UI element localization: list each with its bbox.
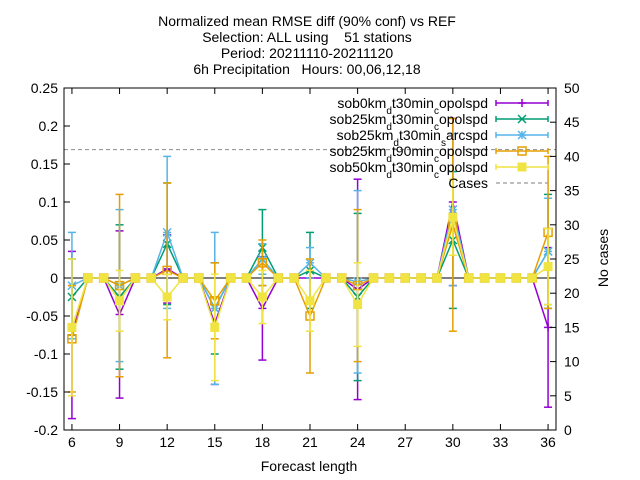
y2-tick-label: 0 — [564, 422, 572, 438]
data-point — [67, 322, 77, 332]
data-point — [480, 273, 490, 283]
data-point — [273, 273, 283, 283]
error-bar — [163, 182, 172, 359]
series-5 — [67, 178, 553, 397]
x-tick-label: 24 — [350, 434, 366, 450]
data-point — [99, 273, 109, 283]
y2-ticks: 0 5 10 15 20 25 30 35 40 45 50 — [550, 80, 580, 438]
x-tick-label: 21 — [302, 434, 318, 450]
x-ticks: 6 9 12 15 18 21 24 27 30 33 36 — [68, 88, 556, 450]
title-line-4: 6h Precipitation Hours: 00,06,12,18 — [193, 61, 420, 77]
data-point — [226, 273, 236, 283]
data-point — [115, 296, 125, 306]
legend-entry: sob50kmdt30mincopolspd — [330, 159, 549, 181]
y2-tick-label: 20 — [564, 285, 580, 301]
x-tick-label: 15 — [207, 434, 223, 450]
legend-marker — [518, 99, 526, 107]
x-tick-label: 36 — [540, 434, 556, 450]
data-point — [337, 273, 347, 283]
y2-tick-label: 30 — [564, 217, 580, 233]
y2-tick-label: 40 — [564, 148, 580, 164]
data-point — [543, 262, 553, 272]
data-point — [257, 258, 268, 268]
x-tick-label: 30 — [445, 434, 461, 450]
y2-tick-label: 15 — [564, 319, 580, 335]
data-point — [511, 273, 521, 283]
y-tick-label: 0 — [50, 270, 58, 286]
series-layer — [67, 117, 553, 420]
legend-label: sob25kmdt30minsarcspd — [337, 127, 488, 149]
legend-label: sob0kmdt30mincopolspd — [337, 95, 488, 117]
x-tick-label: 18 — [255, 434, 271, 450]
data-point — [130, 273, 140, 283]
chart-title: Normalized mean RMSE diff (90% conf) vs … — [158, 13, 456, 77]
data-point — [416, 273, 426, 283]
y2-tick-label: 45 — [564, 114, 580, 130]
legend-entry-cases: Cases — [448, 175, 548, 191]
data-point — [432, 273, 442, 283]
data-point — [321, 273, 331, 283]
y-tick-label: 0.1 — [39, 194, 59, 210]
legend-entry: sob0kmdt30mincopolspd — [337, 95, 549, 117]
legend-entry: sob25kmdt30mincopolspd — [330, 111, 549, 133]
x-tick-label: 33 — [493, 434, 509, 450]
legend-marker — [517, 114, 527, 124]
y-tick-label: -0.05 — [26, 308, 58, 324]
data-point — [527, 273, 537, 283]
y-tick-label: -0.1 — [34, 346, 58, 362]
data-point — [178, 273, 188, 283]
title-line-1: Normalized mean RMSE diff (90% conf) vs … — [158, 13, 456, 29]
data-point — [448, 212, 458, 222]
y2-tick-label: 10 — [564, 354, 580, 370]
data-point — [495, 273, 505, 283]
y-tick-label: 0.15 — [31, 156, 58, 172]
data-point — [210, 322, 220, 332]
data-point — [289, 273, 299, 283]
legend: sob0kmdt30mincopolspdsob25kmdt30mincopol… — [330, 95, 549, 191]
legend-label: sob25kmdt90mincopolspd — [330, 143, 488, 165]
x-tick-label: 12 — [159, 434, 175, 450]
data-point — [464, 273, 474, 283]
title-line-3: Period: 20211110-20211120 — [221, 45, 394, 61]
data-point — [242, 273, 252, 283]
y2-tick-label: 25 — [564, 251, 580, 267]
x-tick-label: 27 — [397, 434, 413, 450]
y2-tick-label: 5 — [564, 388, 572, 404]
y-tick-label: 0.05 — [31, 232, 58, 248]
y2-tick-label: 50 — [564, 80, 580, 96]
y2-tick-label: 35 — [564, 183, 580, 199]
data-point — [384, 273, 394, 283]
y-tick-label: 0.2 — [39, 118, 59, 134]
data-point — [368, 273, 378, 283]
data-point — [83, 273, 93, 283]
data-point — [353, 300, 363, 310]
legend-entry: sob25kmdt30minsarcspd — [337, 127, 549, 149]
data-point — [162, 292, 172, 302]
y-ticks: -0.2 -0.15 -0.1 -0.05 0 0.05 0.1 0.15 0.2 0.25 — [26, 80, 70, 438]
legend-label: sob25kmdt30mincopolspd — [330, 111, 488, 133]
y-tick-label: 0.25 — [31, 80, 58, 96]
legend-label: sob50kmdt30mincopolspd — [330, 159, 488, 181]
data-point — [146, 273, 156, 283]
x-axis-label: Forecast length — [261, 458, 358, 474]
legend-marker — [517, 130, 527, 140]
legend-marker — [517, 162, 527, 172]
legend-entry: sob25kmdt90mincopolspd — [330, 143, 549, 165]
data-point — [305, 296, 315, 306]
y-tick-label: -0.15 — [26, 384, 58, 400]
x-tick-label: 6 — [68, 434, 76, 450]
data-point — [400, 273, 410, 283]
data-point — [194, 273, 204, 283]
legend-marker — [517, 146, 527, 156]
y-tick-label: -0.2 — [34, 422, 58, 438]
title-line-2: Selection: ALL using 51 stations — [202, 29, 412, 45]
legend-label: Cases — [448, 175, 488, 191]
x-tick-label: 9 — [116, 434, 124, 450]
data-point — [257, 292, 267, 302]
y2-axis-label: No cases — [595, 229, 611, 287]
